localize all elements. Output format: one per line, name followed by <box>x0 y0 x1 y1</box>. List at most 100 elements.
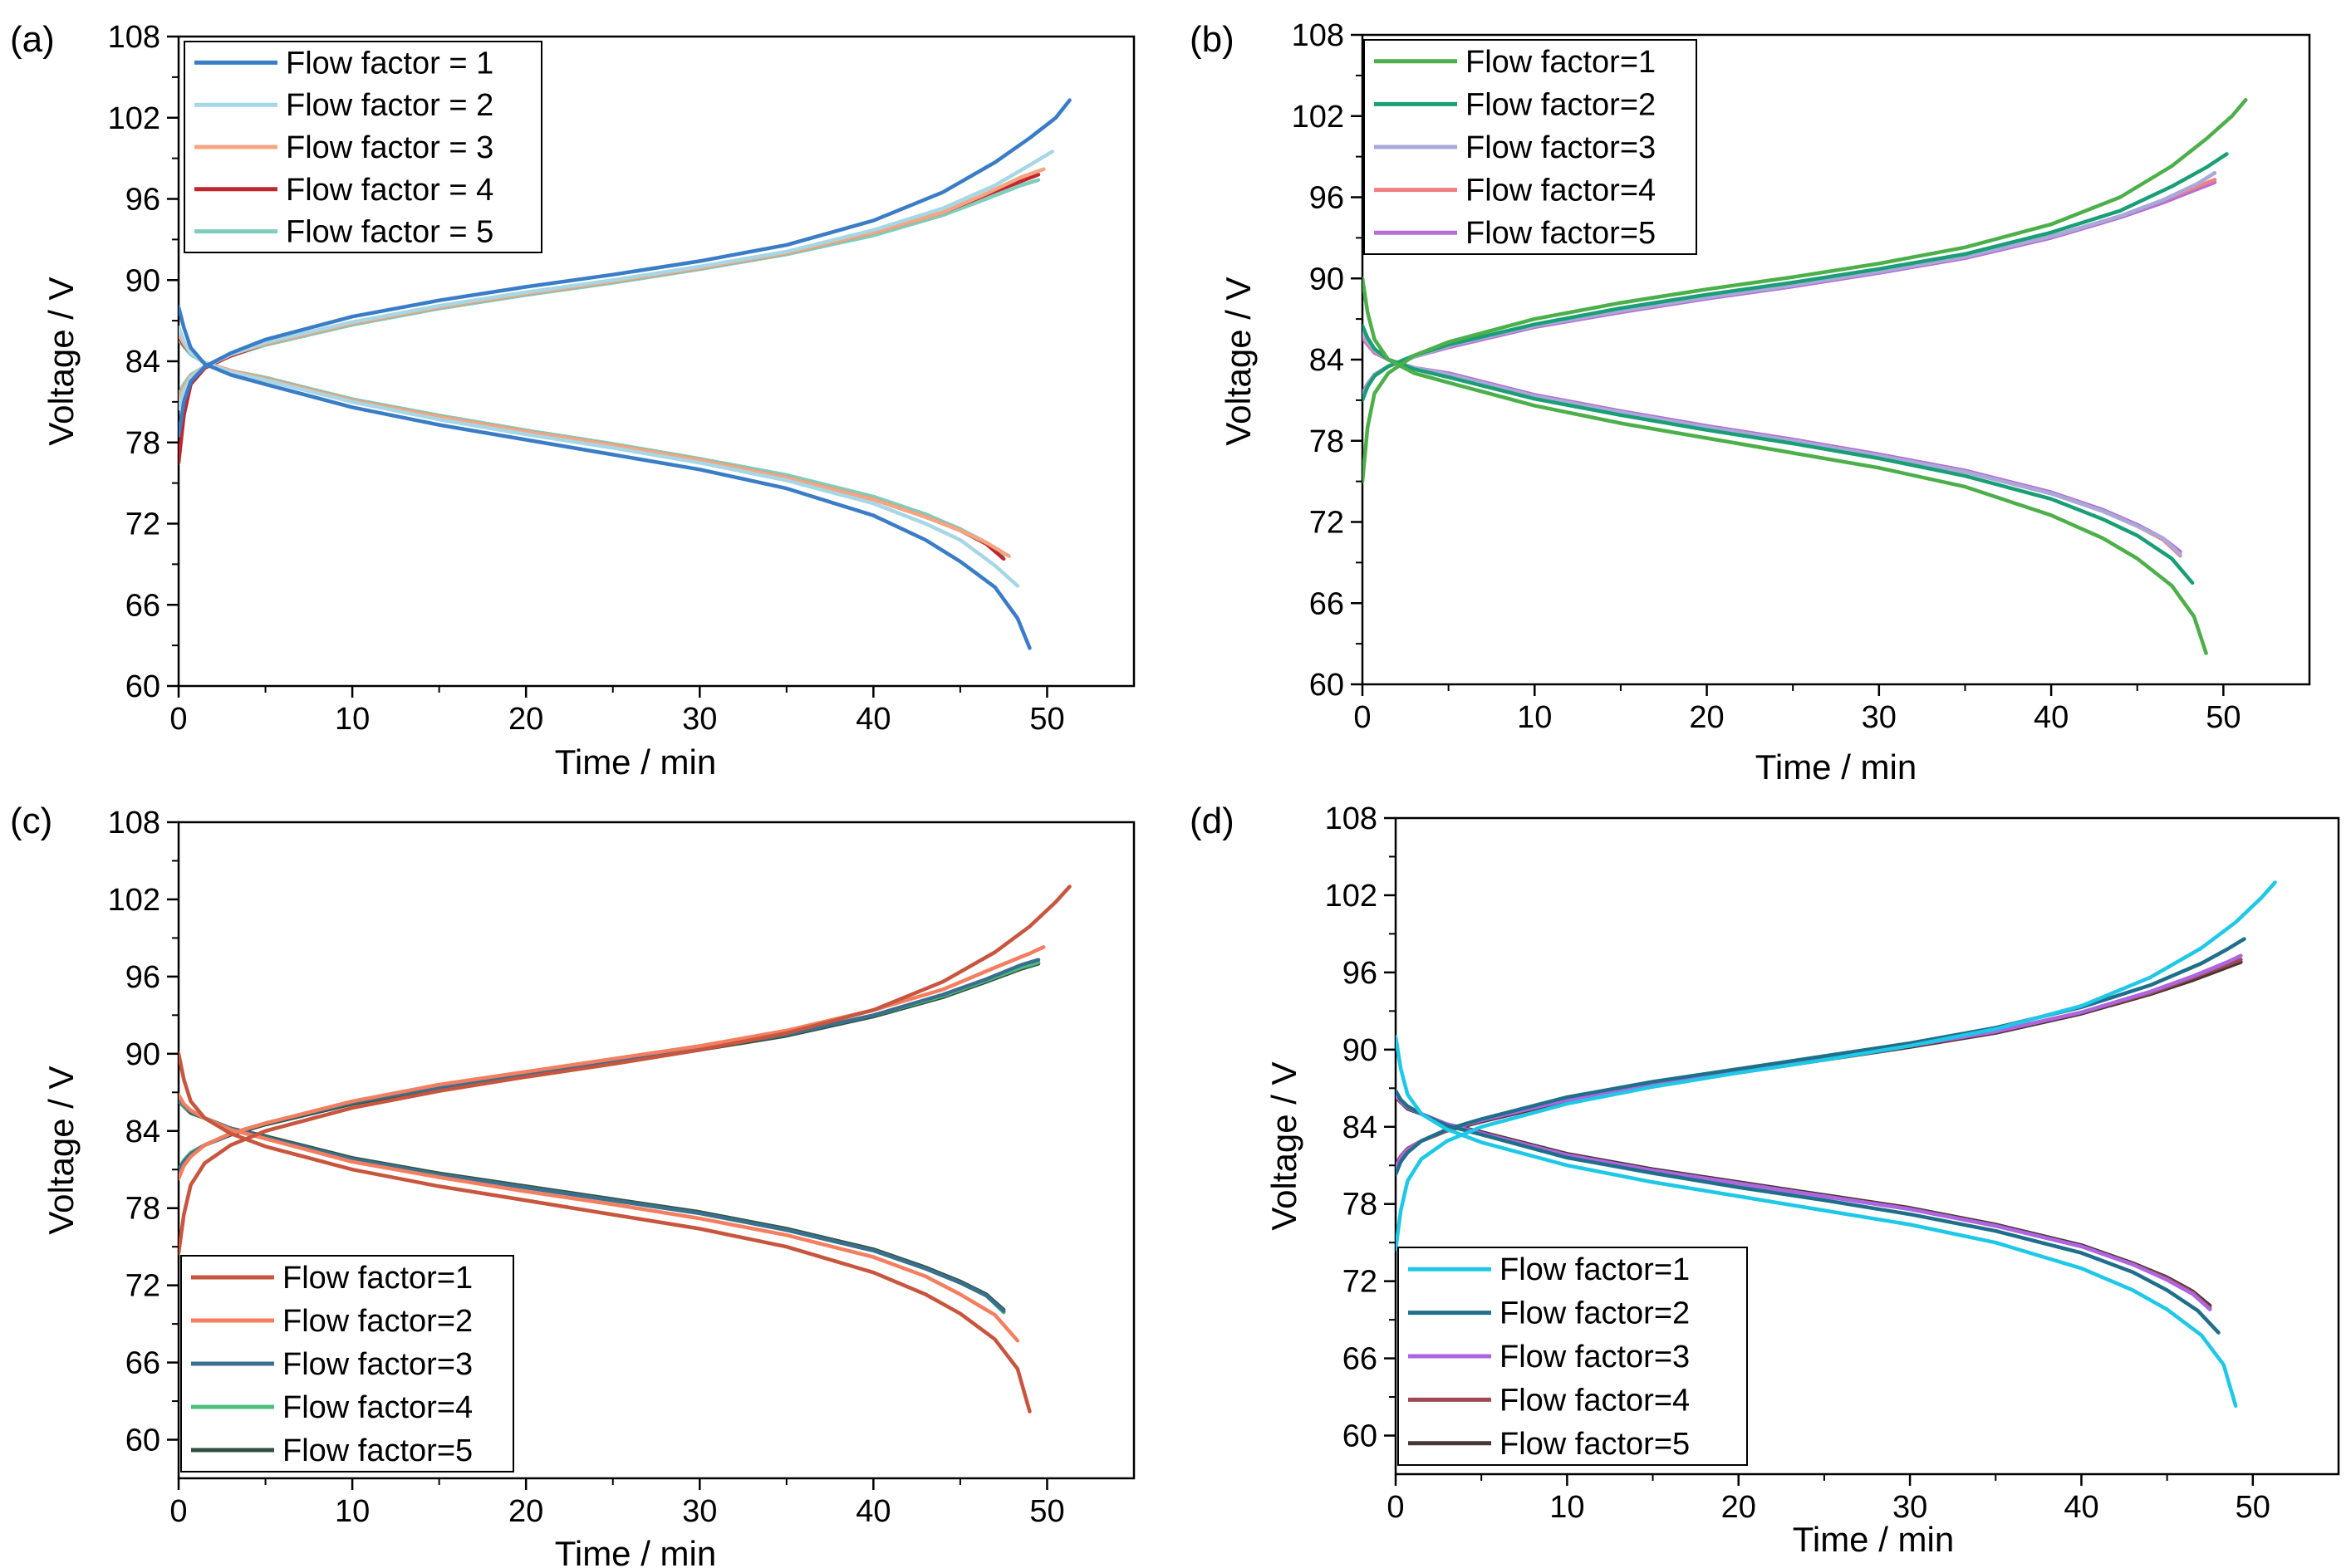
chart-panel-2: 0 10 20 30 40 50 60 66 72 78 84 90 96 102 108 Time / mi… <box>1190 18 2311 786</box>
y-tick-label: 102 <box>108 883 160 918</box>
y-tick-label: 72 <box>1342 1265 1377 1300</box>
series-line-1-discharge <box>179 305 1032 650</box>
y-tick-label: 72 <box>125 507 160 542</box>
x-tick-label: 50 <box>1029 1494 1064 1529</box>
y-tick-label: 72 <box>1309 506 1344 541</box>
y-tick-label: 108 <box>108 20 160 55</box>
x-tick-label: 10 <box>1549 1490 1584 1525</box>
legend-label-5: Flow factor = 5 <box>286 215 493 250</box>
series-line-1-charge <box>1362 97 2248 483</box>
x-tick-label: 40 <box>2034 700 2069 735</box>
legend-label-1: Flow factor=1 <box>1465 45 1656 80</box>
legend-label-3: Flow factor = 3 <box>286 130 493 165</box>
series-line-2-charge <box>179 945 1046 1181</box>
y-tick-label: 84 <box>1309 343 1344 378</box>
y-tick-label: 78 <box>125 426 160 461</box>
y-tick-label: 66 <box>1342 1342 1377 1377</box>
series-line-1-charge <box>179 98 1072 438</box>
y-tick-label: 60 <box>1309 668 1344 703</box>
series-line-1-discharge <box>1396 1035 2238 1409</box>
x-tick-label: 0 <box>169 702 187 737</box>
panel-label: (c) <box>10 801 52 841</box>
y-tick-label: 66 <box>1309 586 1344 621</box>
x-tick-label: 30 <box>1862 700 1897 735</box>
series-line-1-discharge <box>179 1051 1032 1414</box>
y-tick-label: 108 <box>108 806 160 840</box>
legend: Flow factor=1 Flow factor=2 Flow factor=3 F… <box>180 1255 514 1472</box>
x-axis-label: Time / min <box>1793 1520 1954 1559</box>
chart-panel-4: 0 10 20 30 40 50 60 66 72 78 84 90 96 102 108 Time / mi… <box>1190 801 2340 1559</box>
y-tick-label: 60 <box>1342 1419 1377 1454</box>
x-axis-label: Time / min <box>555 742 716 782</box>
series-line-2-discharge <box>1362 324 2195 586</box>
series-line-2-discharge <box>179 1093 1020 1343</box>
series-line-2-charge <box>1362 152 2229 403</box>
x-tick-label: 20 <box>1721 1490 1756 1525</box>
series-line-4-discharge <box>179 335 1006 561</box>
legend-label-1: Flow factor=1 <box>1499 1252 1690 1287</box>
x-tick-label: 0 <box>1353 700 1371 735</box>
y-tick-label: 60 <box>125 669 160 704</box>
series-line-2-charge <box>1396 937 2246 1177</box>
y-tick-label: 102 <box>1325 879 1377 914</box>
y-tick-label: 84 <box>125 345 160 380</box>
series-line-1-charge <box>179 884 1072 1256</box>
legend-label-3: Flow factor=3 <box>1465 130 1656 165</box>
y-tick-label: 90 <box>1309 262 1344 296</box>
y-tick-label: 66 <box>125 1346 160 1381</box>
legend-label-5: Flow factor=5 <box>1499 1427 1690 1462</box>
legend-label-2: Flow factor=2 <box>1499 1296 1690 1331</box>
plot-frame <box>177 821 1136 1480</box>
legend-label-1: Flow factor = 1 <box>286 46 493 81</box>
y-axis-label: Voltage / V <box>1219 277 1258 445</box>
x-tick-label: 10 <box>1517 700 1552 735</box>
y-axis-label: Voltage / V <box>42 277 81 445</box>
x-tick-label: 10 <box>335 1494 370 1529</box>
series-line-2-discharge <box>179 326 1020 588</box>
x-tick-label: 20 <box>1689 700 1724 735</box>
y-tick-label: 78 <box>125 1192 160 1227</box>
chart-panel-3: 0 10 20 30 40 50 60 66 72 78 84 90 96 102 108 Time / mi… <box>10 801 1136 1568</box>
series-line-3-discharge <box>1362 331 2182 556</box>
legend-label-2: Flow factor = 2 <box>286 88 493 123</box>
legend-label-4: Flow factor=4 <box>1465 174 1656 208</box>
legend-label-4: Flow factor=4 <box>1499 1383 1690 1418</box>
x-tick-label: 50 <box>1029 702 1064 737</box>
y-tick-label: 102 <box>108 101 160 136</box>
panel-label: (d) <box>1190 801 1234 841</box>
chart-panel-1: 0 10 20 30 40 50 60 66 72 78 84 90 96 102 108 Time / mi… <box>10 19 1136 782</box>
series-line-1-discharge <box>1362 277 2208 655</box>
x-tick-label: 20 <box>508 702 543 737</box>
y-tick-label: 96 <box>1309 181 1344 216</box>
legend-label-1: Flow factor=1 <box>282 1261 473 1296</box>
x-tick-label: 20 <box>508 1494 543 1529</box>
x-tick-label: 30 <box>1892 1490 1927 1525</box>
y-tick-label: 108 <box>1325 801 1377 836</box>
x-tick-label: 40 <box>2064 1490 2098 1525</box>
series-line-1-charge <box>1396 880 2277 1252</box>
y-tick-label: 72 <box>125 1269 160 1304</box>
series-line-2-discharge <box>1396 1089 2221 1335</box>
x-tick-label: 10 <box>335 702 370 737</box>
series-line-4-discharge <box>1362 333 2182 558</box>
panel-label: (a) <box>10 19 55 60</box>
y-tick-label: 96 <box>125 960 160 995</box>
y-tick-label: 108 <box>1292 18 1344 53</box>
legend-label-2: Flow factor=2 <box>282 1304 473 1339</box>
plot-frame <box>1394 816 2340 1476</box>
y-tick-label: 90 <box>125 263 160 298</box>
legend: Flow factor=1 Flow factor=2 Flow factor=3 F… <box>1397 1247 1748 1466</box>
legend-label-3: Flow factor=3 <box>282 1347 473 1382</box>
x-tick-label: 50 <box>2236 1490 2270 1525</box>
y-axis-label: Voltage / V <box>1264 1061 1303 1230</box>
y-tick-label: 84 <box>125 1115 160 1149</box>
legend-label-4: Flow factor=4 <box>282 1390 473 1425</box>
x-tick-label: 50 <box>2206 700 2241 735</box>
legend-label-5: Flow factor=5 <box>1465 216 1656 251</box>
y-tick-label: 78 <box>1342 1188 1377 1223</box>
series-lines <box>1396 880 2277 1409</box>
legend-label-5: Flow factor=5 <box>282 1433 473 1468</box>
y-tick-label: 84 <box>1342 1110 1377 1145</box>
x-tick-label: 0 <box>1387 1490 1404 1525</box>
